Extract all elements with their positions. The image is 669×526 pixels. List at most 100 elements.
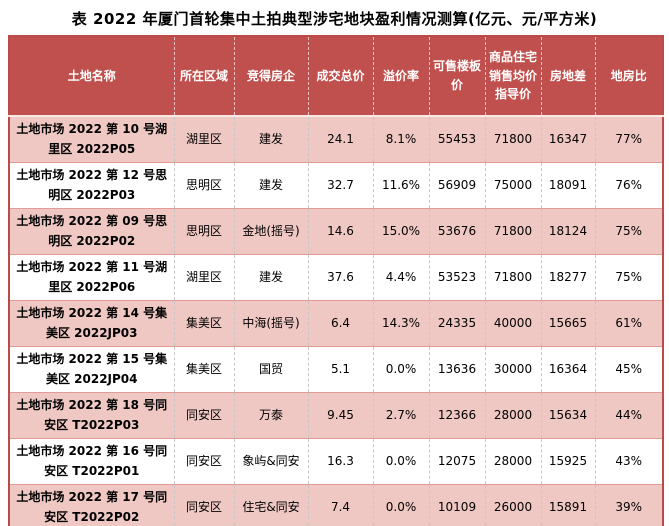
- table-title: 表 2022 年厦门首轮集中土拍典型涉宅地块盈利情况测算(亿元、元/平方米): [71, 10, 598, 28]
- cell-developer: 象屿&同安: [233, 438, 308, 485]
- cell-district: 湖里区: [173, 116, 234, 163]
- cell-name: 土地市场 2022 第 17 号同安区 T2022P02: [9, 484, 174, 526]
- cell-sellable_floor_price: 24335: [428, 300, 485, 347]
- cell-developer: 国贸: [233, 346, 308, 393]
- cell-district: 同安区: [173, 392, 234, 439]
- cell-total_price: 6.4: [307, 300, 373, 347]
- cell-premium_rate: 0.0%: [372, 438, 429, 485]
- cell-house_land_diff: 18124: [540, 208, 595, 255]
- cell-house_land_diff: 18277: [540, 254, 595, 301]
- cell-guide_price: 71800: [484, 208, 541, 255]
- column-header-guide_price: 商品住宅销售均价指导价: [484, 36, 541, 117]
- cell-land_house_ratio: 43%: [594, 438, 663, 485]
- cell-district: 集美区: [173, 346, 234, 393]
- cell-land_house_ratio: 45%: [594, 346, 663, 393]
- cell-name: 土地市场 2022 第 16 号同安区 T2022P01: [9, 438, 174, 485]
- cell-premium_rate: 11.6%: [372, 162, 429, 209]
- table-row: 土地市场 2022 第 17 号同安区 T2022P02 同安区 住宅&同安 7.4 0…: [9, 484, 663, 526]
- cell-guide_price: 26000: [484, 484, 541, 526]
- cell-land_house_ratio: 75%: [594, 254, 663, 301]
- cell-total_price: 5.1: [307, 346, 373, 393]
- cell-premium_rate: 2.7%: [372, 392, 429, 439]
- table-row: 土地市场 2022 第 18 号同安区 T2022P03 同安区 万泰 9.45 2.7…: [9, 392, 663, 439]
- cell-district: 集美区: [173, 300, 234, 347]
- table-row: 土地市场 2022 第 10 号湖里区 2022P05 湖里区 建发 24.1 8.1%…: [9, 116, 663, 163]
- cell-house_land_diff: 16347: [540, 116, 595, 163]
- cell-district: 同安区: [173, 438, 234, 485]
- cell-total_price: 14.6: [307, 208, 373, 255]
- cell-developer: 万泰: [233, 392, 308, 439]
- cell-premium_rate: 0.0%: [372, 484, 429, 526]
- cell-sellable_floor_price: 10109: [428, 484, 485, 526]
- cell-house_land_diff: 18091: [540, 162, 595, 209]
- cell-name: 土地市场 2022 第 09 号思明区 2022P02: [9, 208, 174, 255]
- column-header-developer: 竞得房企: [233, 36, 308, 117]
- cell-guide_price: 71800: [484, 116, 541, 163]
- table-row: 土地市场 2022 第 11 号湖里区 2022P06 湖里区 建发 37.6 4.4%…: [9, 254, 663, 301]
- cell-district: 湖里区: [173, 254, 234, 301]
- cell-name: 土地市场 2022 第 12 号思明区 2022P03: [9, 162, 174, 209]
- cell-name: 土地市场 2022 第 11 号湖里区 2022P06: [9, 254, 174, 301]
- cell-guide_price: 75000: [484, 162, 541, 209]
- cell-guide_price: 30000: [484, 346, 541, 393]
- cell-guide_price: 28000: [484, 392, 541, 439]
- cell-sellable_floor_price: 55453: [428, 116, 485, 163]
- cell-total_price: 37.6: [307, 254, 373, 301]
- cell-premium_rate: 0.0%: [372, 346, 429, 393]
- column-header-total_price: 成交总价: [307, 36, 373, 117]
- cell-house_land_diff: 16364: [540, 346, 595, 393]
- cell-house_land_diff: 15891: [540, 484, 595, 526]
- cell-name: 土地市场 2022 第 10 号湖里区 2022P05: [9, 116, 174, 163]
- table-row: 土地市场 2022 第 16 号同安区 T2022P01 同安区 象屿&同安 16.3…: [9, 438, 663, 485]
- table-header-row: 土地名称 所在区域 竞得房企 成交总价 溢价率 可售楼板价 商品住宅销售均价指导价 房地差 地房…: [9, 36, 663, 117]
- column-header-house_land_diff: 房地差: [540, 36, 595, 117]
- cell-developer: 中海(摇号): [233, 300, 308, 347]
- table-row: 土地市场 2022 第 14 号集美区 2022JP03 集美区 中海(摇号) 6.4…: [9, 300, 663, 347]
- cell-developer: 建发: [233, 162, 308, 209]
- cell-sellable_floor_price: 12366: [428, 392, 485, 439]
- cell-total_price: 9.45: [307, 392, 373, 439]
- land-auction-table: 土地名称 所在区域 竞得房企 成交总价 溢价率 可售楼板价 商品住宅销售均价指导价 房地差 地房…: [8, 35, 664, 526]
- cell-sellable_floor_price: 56909: [428, 162, 485, 209]
- cell-land_house_ratio: 77%: [594, 116, 663, 163]
- cell-land_house_ratio: 39%: [594, 484, 663, 526]
- cell-district: 思明区: [173, 208, 234, 255]
- cell-developer: 建发: [233, 116, 308, 163]
- cell-land_house_ratio: 44%: [594, 392, 663, 439]
- column-header-premium_rate: 溢价率: [372, 36, 429, 117]
- table-header: 土地名称 所在区域 竞得房企 成交总价 溢价率 可售楼板价 商品住宅销售均价指导价 房地差 地房…: [9, 36, 663, 117]
- cell-house_land_diff: 15925: [540, 438, 595, 485]
- cell-developer: 金地(摇号): [233, 208, 308, 255]
- cell-premium_rate: 14.3%: [372, 300, 429, 347]
- cell-total_price: 7.4: [307, 484, 373, 526]
- cell-premium_rate: 8.1%: [372, 116, 429, 163]
- cell-sellable_floor_price: 13636: [428, 346, 485, 393]
- cell-land_house_ratio: 76%: [594, 162, 663, 209]
- cell-name: 土地市场 2022 第 15 号集美区 2022JP04: [9, 346, 174, 393]
- column-header-district: 所在区域: [173, 36, 234, 117]
- table-body: 土地市场 2022 第 10 号湖里区 2022P05 湖里区 建发 24.1 8.1%…: [9, 116, 663, 526]
- cell-guide_price: 40000: [484, 300, 541, 347]
- table-row: 土地市场 2022 第 15 号集美区 2022JP04 集美区 国贸 5.1 0.0%…: [9, 346, 663, 393]
- cell-developer: 住宅&同安: [233, 484, 308, 526]
- cell-premium_rate: 15.0%: [372, 208, 429, 255]
- cell-total_price: 16.3: [307, 438, 373, 485]
- cell-guide_price: 71800: [484, 254, 541, 301]
- cell-total_price: 32.7: [307, 162, 373, 209]
- cell-premium_rate: 4.4%: [372, 254, 429, 301]
- column-header-name: 土地名称: [9, 36, 174, 117]
- cell-land_house_ratio: 61%: [594, 300, 663, 347]
- cell-district: 思明区: [173, 162, 234, 209]
- cell-land_house_ratio: 75%: [594, 208, 663, 255]
- column-header-sellable_floor_price: 可售楼板价: [428, 36, 485, 117]
- table-row: 土地市场 2022 第 12 号思明区 2022P03 思明区 建发 32.7 11.6…: [9, 162, 663, 209]
- column-header-land_house_ratio: 地房比: [594, 36, 663, 117]
- cell-sellable_floor_price: 53676: [428, 208, 485, 255]
- table-row: 土地市场 2022 第 09 号思明区 2022P02 思明区 金地(摇号) 14.6…: [9, 208, 663, 255]
- cell-total_price: 24.1: [307, 116, 373, 163]
- cell-sellable_floor_price: 53523: [428, 254, 485, 301]
- cell-district: 同安区: [173, 484, 234, 526]
- cell-developer: 建发: [233, 254, 308, 301]
- cell-name: 土地市场 2022 第 18 号同安区 T2022P03: [9, 392, 174, 439]
